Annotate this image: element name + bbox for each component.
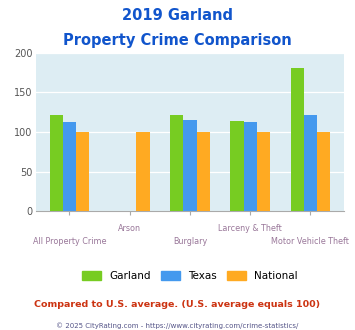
Text: Arson: Arson [118,224,141,233]
Bar [244,122,257,211]
Bar [170,115,183,211]
Text: Property Crime Comparison: Property Crime Comparison [63,33,292,48]
Bar [136,132,149,211]
Text: Larceny & Theft: Larceny & Theft [218,224,282,233]
Bar [257,132,270,211]
Legend: Garland, Texas, National: Garland, Texas, National [78,267,302,285]
Text: All Property Crime: All Property Crime [33,237,106,246]
Text: 2019 Garland: 2019 Garland [122,8,233,23]
Text: Compared to U.S. average. (U.S. average equals 100): Compared to U.S. average. (U.S. average … [34,300,321,309]
Bar [63,122,76,211]
Bar [317,132,330,211]
Bar [76,132,89,211]
Text: © 2025 CityRating.com - https://www.cityrating.com/crime-statistics/: © 2025 CityRating.com - https://www.city… [56,323,299,329]
Text: Burglary: Burglary [173,237,207,246]
Bar [230,121,244,211]
Bar [304,115,317,211]
Text: Motor Vehicle Theft: Motor Vehicle Theft [272,237,349,246]
Bar [290,68,304,211]
Bar [197,132,210,211]
Bar [50,115,63,211]
Bar [183,120,197,211]
